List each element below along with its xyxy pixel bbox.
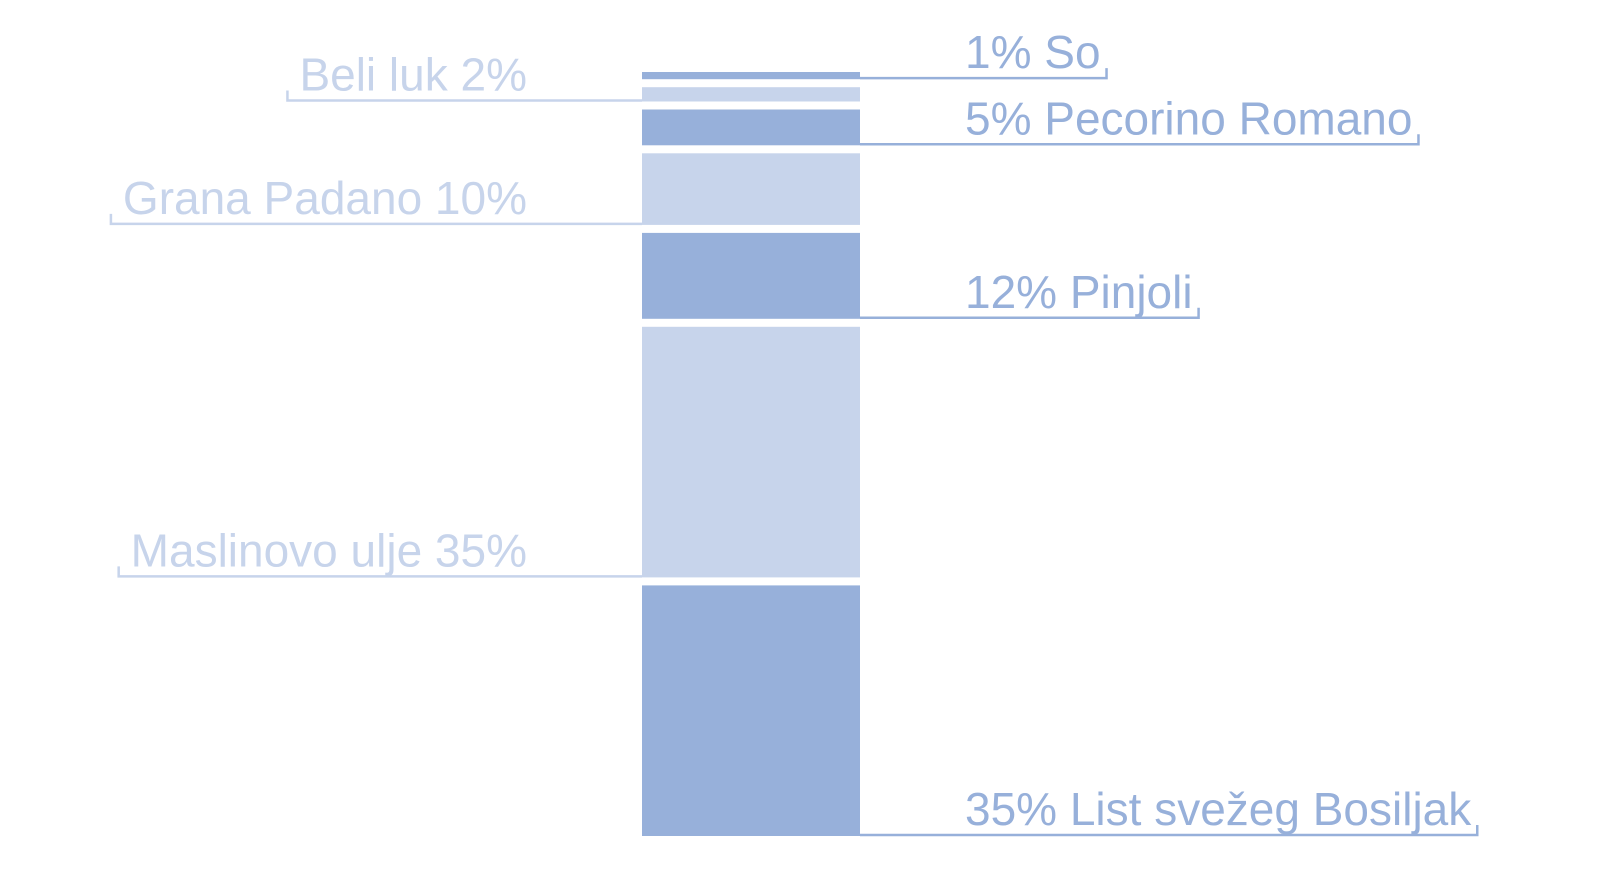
bar-segment-beli-luk	[642, 87, 860, 102]
bar-segment-pecorino-romano	[642, 109, 860, 146]
segment-label-grana-padano: Grana Padano 10%	[123, 172, 527, 224]
bar-segment-grana-padano	[642, 153, 860, 225]
segment-labels: 35% List svežeg Bosiljak Maslinovo ulje 3…	[123, 26, 1472, 835]
bar-segment-list-svezeg-bosiljak	[642, 585, 860, 836]
leader-line-pinjoli	[860, 307, 1200, 320]
leader-line-list-svezeg-bosiljak	[860, 825, 1479, 837]
bar-segments	[642, 72, 860, 836]
segment-label-so: 1% So	[965, 26, 1101, 78]
bar-segment-so	[642, 72, 860, 80]
bar-segment-maslinovo-ulje	[642, 326, 860, 578]
segment-label-maslinovo-ulje: Maslinovo ulje 35%	[131, 524, 527, 576]
bar-segment-pinjoli	[642, 232, 860, 319]
leader-line-so	[860, 68, 1108, 80]
segment-label-pinjoli: 12% Pinjoli	[965, 266, 1193, 318]
segment-label-beli-luk: Beli luk 2%	[299, 48, 527, 100]
segment-label-pecorino-romano: 5% Pecorino Romano	[965, 92, 1412, 144]
leader-lines	[109, 68, 1479, 837]
leader-line-grana-padano	[109, 213, 642, 226]
leader-line-beli-luk	[286, 90, 642, 102]
leader-line-pecorino-romano	[860, 134, 1420, 146]
leader-line-maslinovo-ulje	[117, 566, 642, 578]
segment-label-list-svezeg-bosiljak: 35% List svežeg Bosiljak	[965, 783, 1472, 835]
